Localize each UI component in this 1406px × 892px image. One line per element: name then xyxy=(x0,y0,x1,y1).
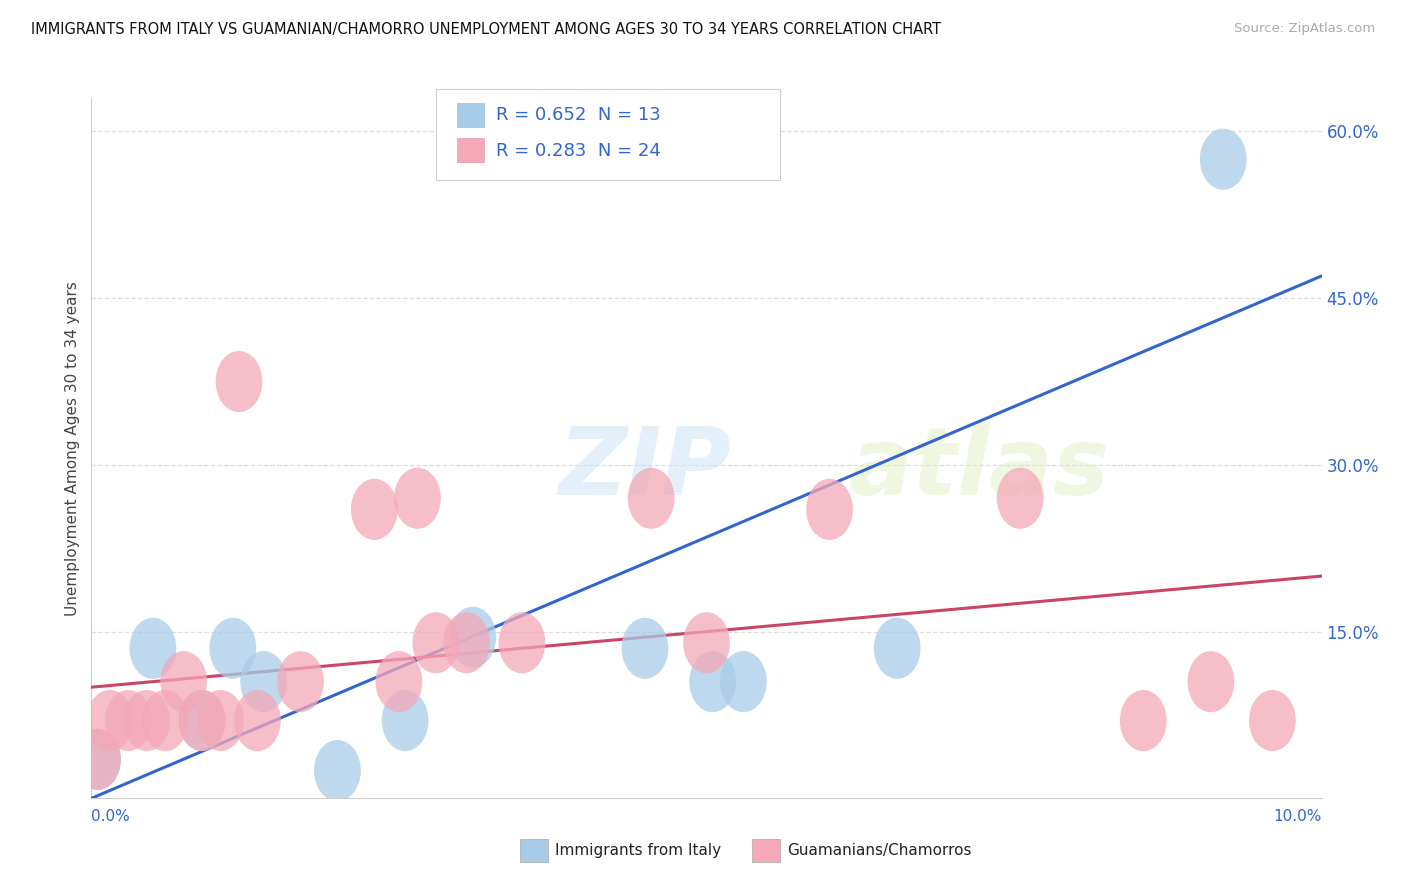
Ellipse shape xyxy=(105,690,152,751)
Ellipse shape xyxy=(450,607,496,668)
Ellipse shape xyxy=(129,618,176,679)
Ellipse shape xyxy=(720,651,766,712)
Ellipse shape xyxy=(277,651,323,712)
Text: 0.0%: 0.0% xyxy=(91,809,131,824)
Ellipse shape xyxy=(1188,651,1234,712)
Ellipse shape xyxy=(87,690,134,751)
Ellipse shape xyxy=(179,690,225,751)
Ellipse shape xyxy=(314,740,361,801)
Ellipse shape xyxy=(997,467,1043,529)
Ellipse shape xyxy=(1249,690,1296,751)
Ellipse shape xyxy=(124,690,170,751)
Ellipse shape xyxy=(412,612,460,673)
Ellipse shape xyxy=(621,618,668,679)
Ellipse shape xyxy=(375,651,422,712)
Ellipse shape xyxy=(873,618,921,679)
Ellipse shape xyxy=(806,479,853,540)
Ellipse shape xyxy=(209,618,256,679)
Ellipse shape xyxy=(352,479,398,540)
Text: R = 0.652  N = 13: R = 0.652 N = 13 xyxy=(496,106,661,124)
Text: Source: ZipAtlas.com: Source: ZipAtlas.com xyxy=(1234,22,1375,36)
Ellipse shape xyxy=(197,690,245,751)
Ellipse shape xyxy=(394,467,441,529)
Ellipse shape xyxy=(499,612,546,673)
Ellipse shape xyxy=(443,612,489,673)
Text: Guamanians/Chamorros: Guamanians/Chamorros xyxy=(787,843,972,857)
Ellipse shape xyxy=(627,467,675,529)
Ellipse shape xyxy=(1199,128,1247,190)
Ellipse shape xyxy=(142,690,188,751)
Ellipse shape xyxy=(240,651,287,712)
Ellipse shape xyxy=(233,690,281,751)
Ellipse shape xyxy=(381,690,429,751)
Text: ZIP: ZIP xyxy=(558,423,731,516)
Ellipse shape xyxy=(160,651,207,712)
Text: Immigrants from Italy: Immigrants from Italy xyxy=(555,843,721,857)
Ellipse shape xyxy=(683,612,730,673)
Text: 10.0%: 10.0% xyxy=(1274,809,1322,824)
Text: R = 0.283  N = 24: R = 0.283 N = 24 xyxy=(496,142,661,160)
Y-axis label: Unemployment Among Ages 30 to 34 years: Unemployment Among Ages 30 to 34 years xyxy=(65,281,80,615)
Ellipse shape xyxy=(179,690,225,751)
Ellipse shape xyxy=(75,729,121,790)
Ellipse shape xyxy=(75,729,121,790)
Ellipse shape xyxy=(1119,690,1167,751)
Ellipse shape xyxy=(689,651,735,712)
Text: atlas: atlas xyxy=(848,423,1109,516)
Ellipse shape xyxy=(215,351,263,412)
Text: IMMIGRANTS FROM ITALY VS GUAMANIAN/CHAMORRO UNEMPLOYMENT AMONG AGES 30 TO 34 YEA: IMMIGRANTS FROM ITALY VS GUAMANIAN/CHAMO… xyxy=(31,22,941,37)
